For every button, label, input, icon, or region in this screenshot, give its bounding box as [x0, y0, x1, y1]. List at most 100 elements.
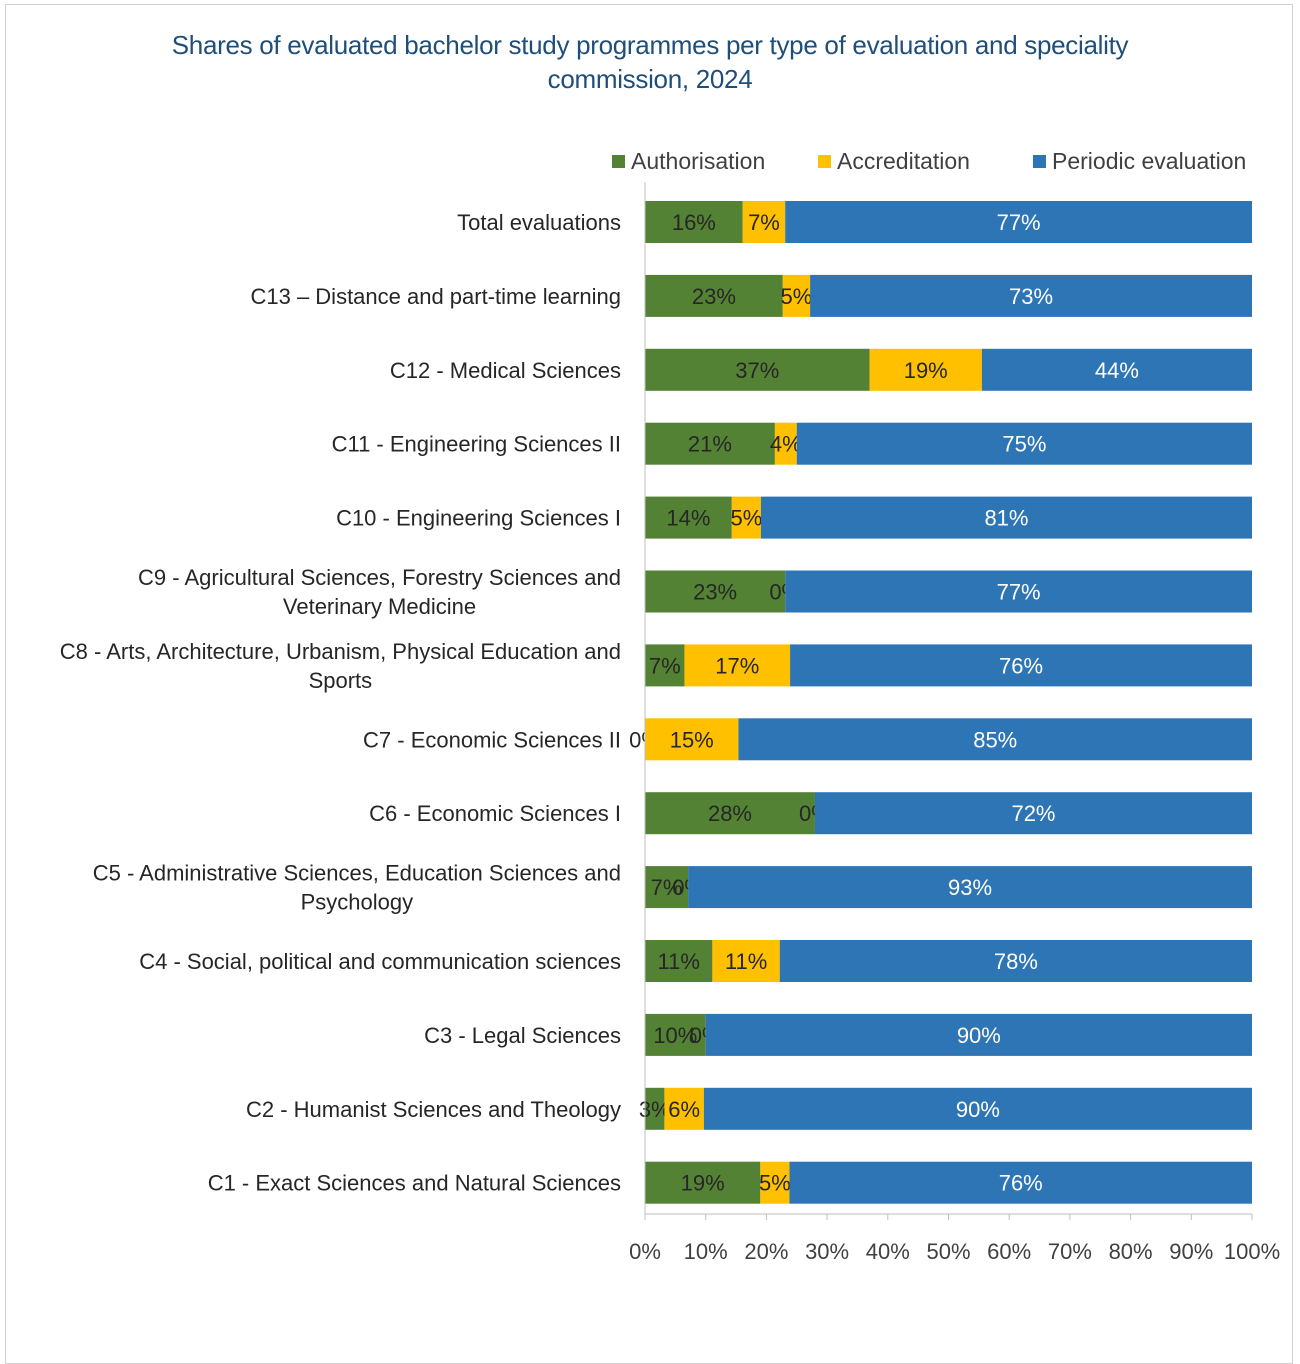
category-label-line: C11 - Engineering Sciences II: [332, 432, 621, 457]
category-label-line: C2 - Humanist Sciences and Theology: [246, 1097, 621, 1122]
x-tick-label-8: 80%: [1109, 1239, 1153, 1264]
bar-periodic-evaluation-1: [785, 201, 1252, 243]
bar-authorisation-13: [645, 1087, 665, 1130]
x-tick-label-3: 30%: [805, 1239, 849, 1264]
x-tick-label-5: 50%: [926, 1239, 970, 1264]
category-label-11: C4 - Social, political and communication…: [139, 949, 621, 974]
data-label-periodic-evaluation-3: 44%: [1095, 358, 1139, 383]
x-tick-label-9: 90%: [1169, 1239, 1213, 1264]
x-tick-label-1: 10%: [684, 1239, 728, 1264]
category-label-8: C7 - Economic Sciences II: [363, 727, 621, 752]
chart-title-line: Shares of evaluated bachelor study progr…: [171, 30, 1129, 94]
category-label-7: C8 - Arts, Architecture, Urbanism, Physi…: [60, 639, 621, 693]
data-label-accreditation-4: 4%: [770, 432, 802, 457]
data-label-authorisation-5: 14%: [666, 506, 710, 531]
legend-swatch-authorisation: [612, 155, 625, 168]
category-label-line: C3 - Legal Sciences: [424, 1023, 621, 1048]
data-label-authorisation-2: 23%: [692, 284, 736, 309]
category-label-13: C2 - Humanist Sciences and Theology: [246, 1097, 621, 1122]
data-label-authorisation-6: 23%: [693, 580, 737, 605]
data-label-accreditation-5: 5%: [730, 506, 762, 531]
data-label-accreditation-11: 11%: [725, 949, 767, 974]
category-label-14: C1 - Exact Sciences and Natural Sciences: [208, 1171, 621, 1196]
bar-authorisation-14: [645, 1161, 761, 1204]
category-label-12: C3 - Legal Sciences: [424, 1023, 621, 1048]
legend-label-periodic-evaluation: Periodic evaluation: [1052, 148, 1247, 174]
data-label-periodic-evaluation-10: 93%: [948, 875, 992, 900]
bar-accreditation-1: [742, 201, 786, 243]
bar-periodic-evaluation-5: [760, 496, 1252, 539]
data-label-authorisation-11: 11%: [657, 949, 699, 974]
category-label-line: C7 - Economic Sciences II: [363, 727, 621, 752]
data-label-authorisation-12: 10%: [653, 1023, 697, 1048]
bar-periodic-evaluation-11: [779, 940, 1252, 982]
bar-authorisation-10: [645, 866, 689, 909]
category-label-line: Psychology: [301, 890, 414, 915]
category-label-line: C8 - Arts, Architecture, Urbanism, Physi…: [60, 639, 621, 664]
data-label-accreditation-13: 6%: [668, 1097, 700, 1122]
bar-periodic-evaluation-13: [703, 1087, 1252, 1130]
bar-authorisation-1: [645, 201, 743, 243]
data-label-accreditation-14: 5%: [759, 1171, 791, 1196]
legend-item-accreditation: Accreditation: [818, 148, 970, 175]
bar-accreditation-13: [664, 1087, 704, 1130]
data-label-accreditation-3: 19%: [904, 358, 948, 383]
category-label-1: Total evaluations: [457, 210, 621, 235]
category-label-5: C10 - Engineering Sciences I: [336, 506, 621, 531]
data-label-periodic-evaluation-5: 81%: [984, 506, 1028, 531]
bar-authorisation-6: [645, 570, 786, 613]
category-label-line: C6 - Economic Sciences I: [369, 801, 621, 826]
category-label-line: C10 - Engineering Sciences I: [336, 506, 621, 531]
data-label-periodic-evaluation-2: 73%: [1009, 284, 1053, 309]
x-tick-label-6: 60%: [987, 1239, 1031, 1264]
bar-authorisation-11: [645, 940, 713, 982]
data-label-periodic-evaluation-4: 75%: [1002, 432, 1046, 457]
category-label-line: Sports: [309, 668, 373, 693]
data-label-authorisation-4: 21%: [688, 432, 732, 457]
bar-authorisation-12: [645, 1013, 706, 1056]
category-label-6: C9 - Agricultural Sciences, Forestry Sci…: [138, 565, 621, 619]
bar-periodic-evaluation-2: [810, 274, 1252, 317]
data-label-authorisation-9: 28%: [708, 801, 752, 826]
category-label-10: C5 - Administrative Sciences, Education …: [93, 861, 621, 915]
x-tick-label-4: 40%: [866, 1239, 910, 1264]
data-label-periodic-evaluation-11: 78%: [994, 949, 1038, 974]
legend-label-accreditation: Accreditation: [837, 148, 970, 174]
category-label-2: C13 – Distance and part-time learning: [250, 284, 621, 309]
bar-accreditation-8: [645, 718, 739, 761]
bar-periodic-evaluation-9: [814, 792, 1252, 835]
category-label-line: C5 - Administrative Sciences, Education …: [93, 861, 621, 886]
bar-accreditation-11: [712, 940, 780, 982]
category-label-3: C12 - Medical Sciences: [390, 358, 621, 383]
chart-legend: Authorisation Accreditation Periodic eva…: [0, 148, 1300, 178]
category-label-line: C9 - Agricultural Sciences, Forestry Sci…: [138, 565, 621, 590]
data-label-periodic-evaluation-13: 90%: [956, 1097, 1000, 1122]
data-label-periodic-evaluation-9: 72%: [1011, 801, 1055, 826]
data-label-periodic-evaluation-12: 90%: [957, 1023, 1001, 1048]
bar-accreditation-14: [760, 1161, 790, 1204]
bar-authorisation-4: [645, 422, 775, 465]
legend-item-periodic-evaluation: Periodic evaluation: [1033, 148, 1246, 175]
legend-swatch-periodic-evaluation: [1033, 155, 1046, 168]
bar-periodic-evaluation-10: [688, 866, 1252, 909]
bar-accreditation-4: [774, 422, 797, 465]
category-label-line: C4 - Social, political and communication…: [139, 949, 621, 974]
category-label-line: C13 – Distance and part-time learning: [250, 284, 621, 309]
bar-authorisation-2: [645, 274, 783, 317]
category-label-4: C11 - Engineering Sciences II: [332, 432, 621, 457]
x-tick-label-7: 70%: [1048, 1239, 1092, 1264]
data-label-periodic-evaluation-14: 76%: [999, 1171, 1043, 1196]
data-label-accreditation-8: 15%: [670, 727, 714, 752]
data-label-authorisation-3: 37%: [735, 358, 779, 383]
data-label-accreditation-2: 5%: [781, 284, 813, 309]
x-tick-label-2: 20%: [744, 1239, 788, 1264]
data-label-authorisation-7: 7%: [649, 653, 681, 678]
bar-authorisation-7: [645, 644, 685, 687]
bar-accreditation-2: [782, 274, 811, 317]
data-label-periodic-evaluation-8: 85%: [973, 727, 1017, 752]
category-label-9: C6 - Economic Sciences I: [369, 801, 621, 826]
bar-periodic-evaluation-7: [790, 644, 1252, 687]
x-tick-label-10: 100%: [1224, 1239, 1280, 1264]
bar-accreditation-3: [869, 348, 982, 391]
